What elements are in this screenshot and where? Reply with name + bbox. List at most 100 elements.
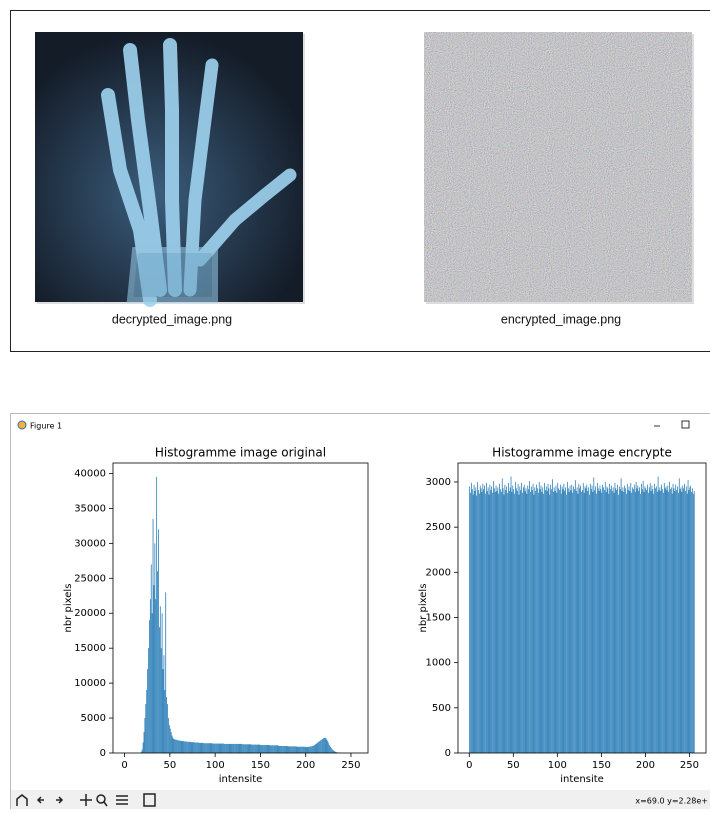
bar — [332, 750, 333, 753]
bar — [208, 743, 209, 753]
bar — [300, 747, 301, 753]
bar — [289, 746, 290, 753]
bar — [576, 491, 577, 753]
bar — [560, 485, 561, 753]
bar — [216, 744, 217, 753]
bar — [532, 490, 533, 753]
bar — [581, 492, 582, 753]
bar — [303, 747, 304, 753]
bar — [518, 484, 519, 753]
bar — [333, 750, 334, 753]
bar — [600, 486, 601, 753]
bar — [547, 491, 548, 753]
bar — [322, 739, 323, 753]
bar — [239, 744, 240, 753]
bar — [331, 748, 332, 753]
bar — [261, 745, 262, 753]
bar — [531, 486, 532, 753]
bar — [536, 485, 537, 753]
bar — [615, 483, 616, 753]
bar — [496, 486, 497, 753]
bar — [566, 495, 567, 753]
bar — [639, 487, 640, 753]
bar — [620, 489, 621, 753]
bar — [665, 488, 666, 753]
bar — [174, 739, 175, 753]
bar — [563, 489, 564, 753]
bar — [516, 488, 517, 753]
bar — [530, 492, 531, 753]
bar — [669, 482, 670, 753]
bar — [315, 745, 316, 753]
bar — [257, 745, 258, 753]
bar — [263, 745, 264, 753]
bar — [330, 747, 331, 753]
bar — [608, 494, 609, 753]
bar — [693, 494, 694, 753]
thumbnail[interactable] — [35, 32, 305, 304]
bar — [241, 744, 242, 753]
bar — [542, 487, 543, 753]
x-tick-label: 100 — [548, 760, 567, 771]
bar — [175, 740, 176, 753]
bar — [288, 746, 289, 753]
y-axis-label: nbr pixels — [418, 584, 429, 633]
y-tick-label: 0 — [445, 748, 451, 759]
y-tick-label: 5000 — [81, 713, 106, 724]
bar — [327, 741, 328, 753]
bar — [589, 495, 590, 753]
thumbnail[interactable] — [424, 32, 694, 304]
bar — [262, 745, 263, 753]
bar — [189, 742, 190, 753]
bar — [592, 486, 593, 753]
bar — [609, 484, 610, 753]
screenshot: decrypted_image.png encrypted_image.png … — [0, 0, 710, 809]
bar — [635, 492, 636, 753]
x-tick-label: 150 — [251, 760, 270, 771]
file-name[interactable]: decrypted_image.png — [112, 312, 232, 326]
bar — [196, 743, 197, 753]
bar — [291, 746, 292, 753]
bar — [327, 740, 328, 753]
bar — [687, 494, 688, 753]
bar — [163, 669, 164, 753]
bar — [504, 495, 505, 753]
bar — [540, 489, 541, 753]
y-tick-label: 40000 — [74, 468, 106, 479]
bar — [586, 488, 587, 753]
bar — [507, 493, 508, 753]
bar — [512, 492, 513, 753]
bar — [662, 489, 663, 753]
bar — [535, 491, 536, 753]
bar — [179, 740, 180, 753]
bar — [183, 741, 184, 753]
bar — [663, 493, 664, 753]
bar — [500, 489, 501, 753]
bar — [314, 745, 315, 753]
bar — [324, 738, 325, 753]
bar — [660, 487, 661, 753]
bar — [642, 489, 643, 753]
bar — [320, 740, 321, 753]
bar — [503, 488, 504, 753]
y-tick-label: 1000 — [426, 658, 451, 669]
bar — [511, 477, 512, 753]
bar — [691, 492, 692, 753]
bar — [155, 599, 156, 753]
bar — [150, 599, 151, 753]
bar — [159, 627, 160, 753]
bar — [154, 543, 155, 753]
bar — [668, 492, 669, 753]
x-axis-label: intensite — [560, 774, 604, 785]
bar — [486, 483, 487, 753]
bar — [310, 746, 311, 753]
bar — [562, 486, 563, 753]
bar — [482, 484, 483, 753]
file-name[interactable]: encrypted_image.png — [501, 312, 621, 326]
bar — [538, 493, 539, 753]
bar — [548, 484, 549, 753]
bar — [679, 478, 680, 753]
bar — [274, 745, 275, 753]
bar — [521, 483, 522, 753]
bar — [268, 745, 269, 753]
